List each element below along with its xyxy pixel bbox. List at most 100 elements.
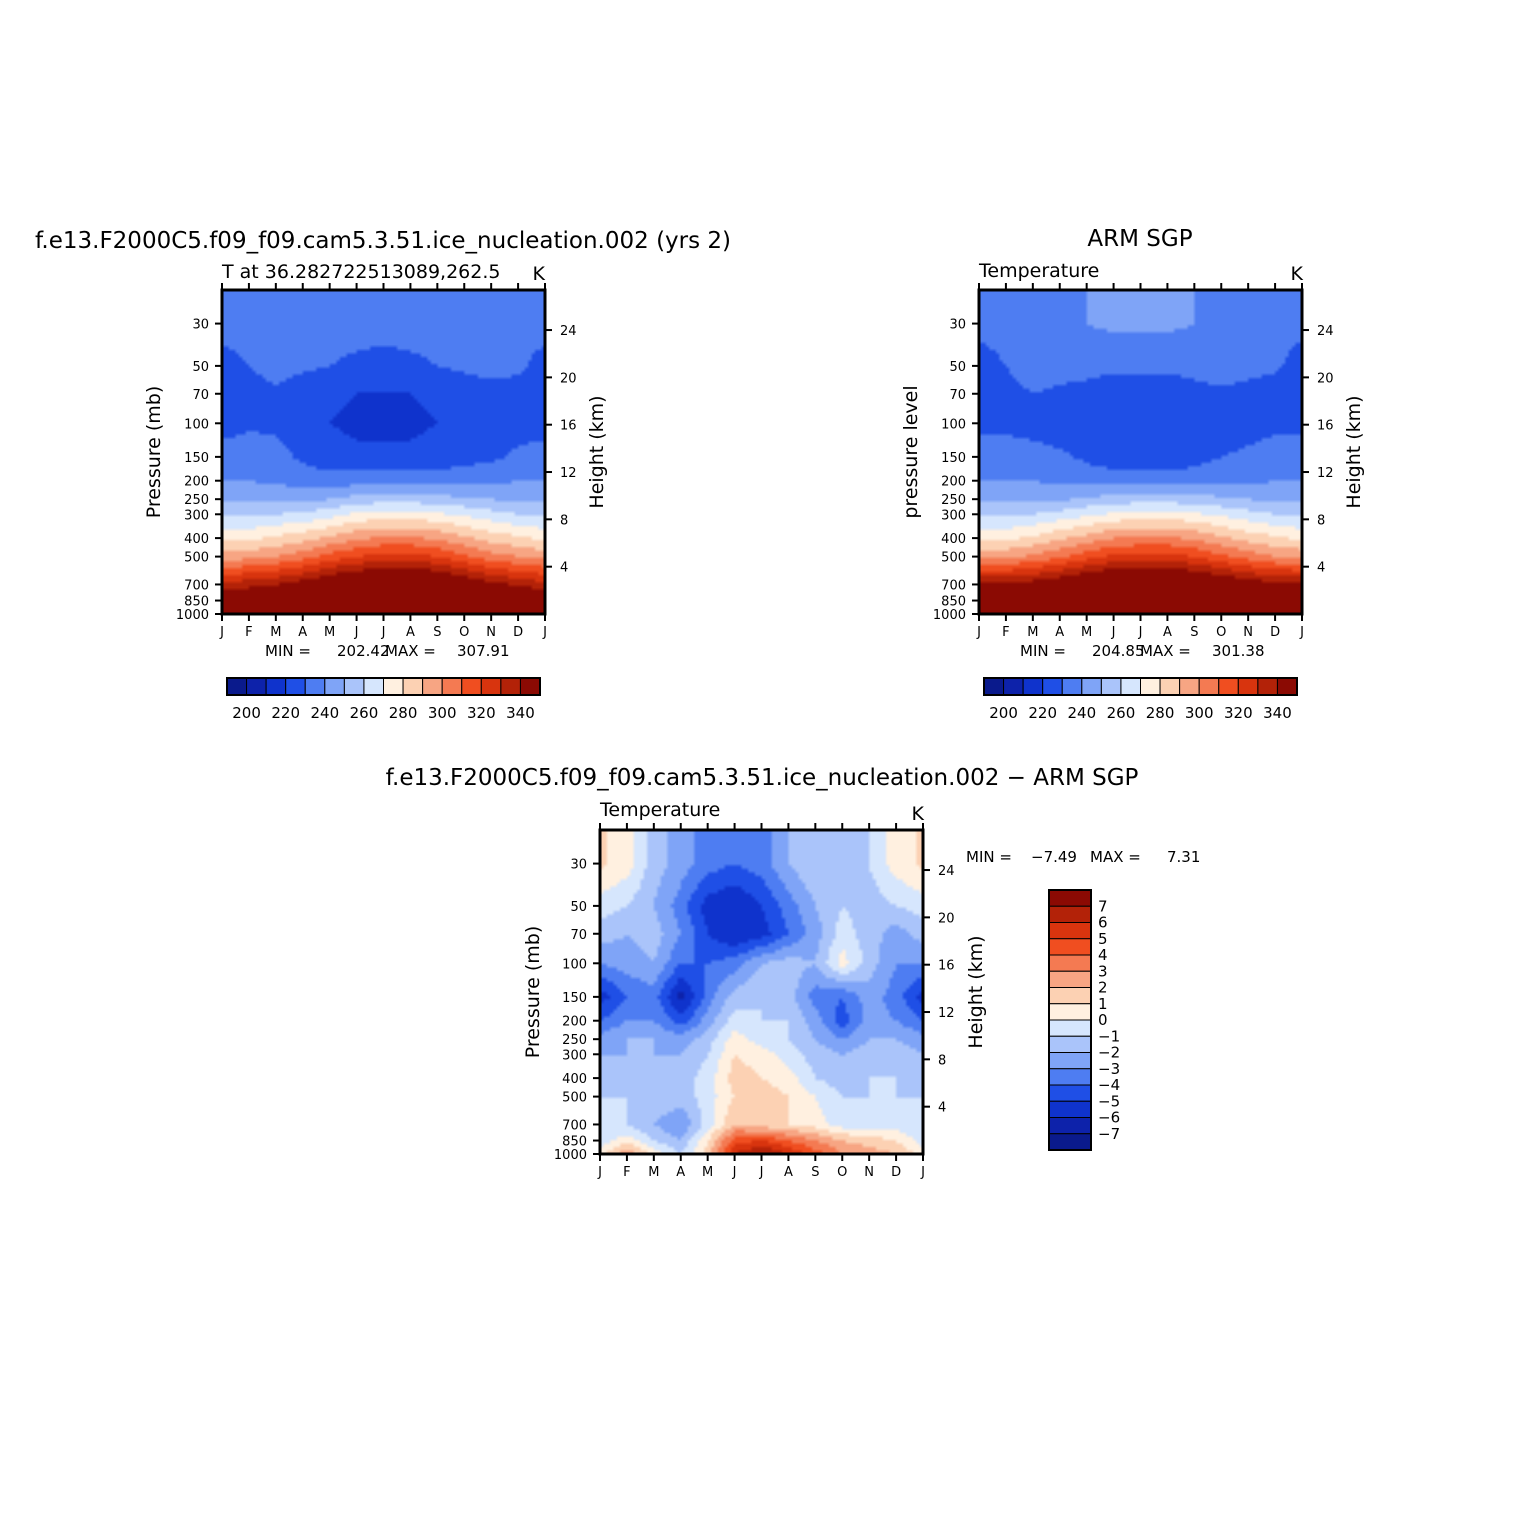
- y-tick-label: 850: [941, 595, 966, 610]
- diff-y-axis-label: Pressure (mb): [522, 926, 544, 1059]
- y2-tick-label: 12: [938, 1006, 955, 1021]
- diff-contour-plot: [600, 830, 923, 1154]
- x-tick-label: M: [648, 1165, 659, 1180]
- colorbar-label: −4: [1098, 1076, 1120, 1094]
- diff-y2-axis-label: Height (km): [965, 935, 987, 1048]
- colorbar-label: 200: [232, 704, 261, 722]
- diff-units: K: [912, 803, 925, 825]
- x-tick-label: N: [1243, 625, 1253, 640]
- model-subtitle: T at 36.282722513089,262.5: [221, 261, 501, 283]
- colorbar-swatch: [1048, 1100, 1092, 1118]
- y-tick-label: 400: [184, 532, 209, 547]
- y-tick-label: 200: [941, 475, 966, 490]
- x-tick-label: J: [1111, 625, 1116, 640]
- x-tick-label: A: [1055, 625, 1064, 640]
- colorbar-swatch: [402, 677, 424, 696]
- x-tick-label: O: [459, 625, 469, 640]
- colorbar-swatch: [519, 677, 541, 696]
- colorbar-swatch: [1048, 922, 1092, 940]
- obs-max-value: 301.38: [1212, 642, 1265, 660]
- colorbar-label: 2: [1098, 979, 1108, 997]
- colorbar-label: 300: [1185, 704, 1214, 722]
- colorbar-swatch: [226, 677, 248, 696]
- y2-tick-label: 4: [1317, 561, 1325, 576]
- diff-min-value: −7.49: [1031, 848, 1077, 866]
- colorbar-label: 340: [1263, 704, 1292, 722]
- y-tick-label: 300: [941, 508, 966, 523]
- colorbar-label: 6: [1098, 914, 1108, 932]
- y-tick-label: 150: [562, 991, 587, 1006]
- obs-colorbar: 200 220 240 260 280 300 320 340: [983, 677, 1298, 722]
- y2-tick-label: 8: [1317, 513, 1325, 528]
- x-tick-label: J: [542, 625, 547, 640]
- colorbar-swatch: [1159, 677, 1181, 696]
- y2-tick-label: 24: [1317, 324, 1334, 339]
- colorbar-label: 7: [1098, 897, 1108, 915]
- y2-tick-label: 24: [560, 324, 577, 339]
- y-tick-label: 500: [184, 551, 209, 566]
- y2-tick-label: 8: [560, 513, 568, 528]
- obs-max-label: MAX =: [1140, 642, 1191, 660]
- model-contour-field: [222, 290, 545, 614]
- colorbar-swatch: [265, 677, 287, 696]
- colorbar-swatch: [1048, 938, 1092, 956]
- colorbar-swatch: [1048, 970, 1092, 988]
- colorbar-swatch: [500, 677, 521, 696]
- y-tick-label: 70: [570, 928, 587, 943]
- colorbar-swatch: [461, 677, 482, 696]
- colorbar-frame: [1048, 889, 1092, 1151]
- x-tick-label: M: [1081, 625, 1092, 640]
- colorbar-swatch: [1140, 677, 1161, 696]
- colorbar-swatch: [324, 677, 345, 696]
- y-tick-label: 1000: [933, 608, 966, 623]
- y2-tick-label: 8: [938, 1053, 946, 1068]
- colorbar-swatch: [1048, 1052, 1092, 1070]
- colorbar-swatch: [1257, 677, 1278, 696]
- colorbar-label: −3: [1098, 1060, 1120, 1078]
- obs-y-axis-label: pressure level: [900, 385, 922, 518]
- colorbar-label: 260: [1107, 704, 1136, 722]
- colorbar-swatch: [1048, 1084, 1092, 1102]
- y2-tick-label: 24: [938, 864, 955, 879]
- y-tick-label: 700: [562, 1118, 587, 1133]
- y-tick-label: 30: [192, 318, 209, 333]
- colorbar-swatch: [1198, 677, 1220, 696]
- colorbar-swatch: [343, 677, 365, 696]
- y-tick-label: 200: [184, 475, 209, 490]
- y-tick-label: 250: [562, 1033, 587, 1048]
- x-tick-label: J: [732, 1165, 737, 1180]
- x-tick-label: A: [298, 625, 307, 640]
- model-min-label: MIN =: [265, 642, 311, 660]
- x-tick-label: J: [1299, 625, 1304, 640]
- model-contour-plot: [222, 290, 545, 614]
- colorbar-swatch: [246, 677, 267, 696]
- colorbar-label: 260: [350, 704, 379, 722]
- colorbar-label: 200: [989, 704, 1018, 722]
- y-tick-label: 300: [562, 1048, 587, 1063]
- x-tick-label: F: [1002, 625, 1009, 640]
- colorbar-swatch: [1081, 677, 1102, 696]
- x-tick-label: F: [623, 1165, 630, 1180]
- obs-subtitle: Temperature: [978, 260, 1099, 282]
- diff-min-label: MIN =: [966, 848, 1012, 866]
- y-tick-label: 30: [949, 318, 966, 333]
- colorbar-label: −7: [1098, 1125, 1120, 1143]
- model-min-value: 202.42: [337, 642, 390, 660]
- y-tick-label: 30: [570, 858, 587, 873]
- colorbar-swatch: [1276, 677, 1298, 696]
- x-tick-label: N: [486, 625, 496, 640]
- y2-tick-label: 20: [1317, 371, 1334, 386]
- x-tick-label: D: [891, 1165, 901, 1180]
- x-tick-label: O: [1216, 625, 1226, 640]
- model-y-axis-label: Pressure (mb): [143, 386, 165, 519]
- x-tick-label: A: [406, 625, 415, 640]
- x-tick-label: N: [864, 1165, 874, 1180]
- colorbar-label: 280: [1146, 704, 1175, 722]
- model-max-label: MAX =: [385, 642, 436, 660]
- x-tick-label: A: [1163, 625, 1172, 640]
- colorbar-swatch: [1048, 905, 1092, 923]
- colorbar-label: 1: [1098, 995, 1108, 1013]
